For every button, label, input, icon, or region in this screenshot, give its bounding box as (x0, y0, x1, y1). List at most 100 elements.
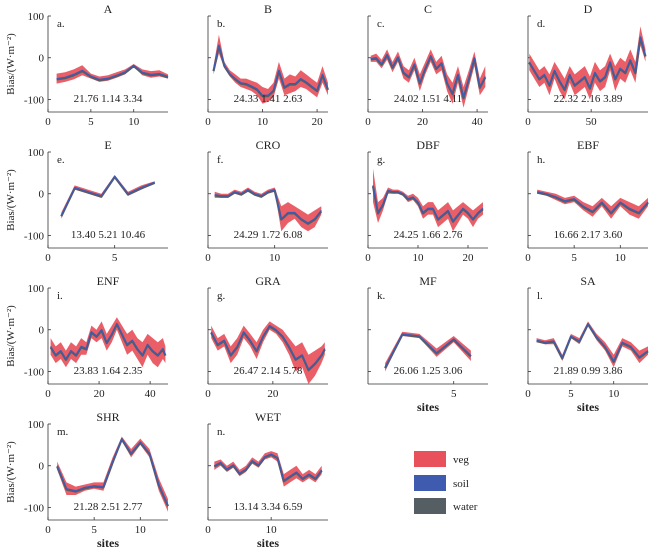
series-water-line (371, 186, 484, 223)
panel-stats: 21.76 1.14 3.34 (74, 93, 143, 105)
panel-stats: 24.33 1.41 2.63 (234, 93, 303, 105)
x-tick-label: 5 (88, 116, 94, 128)
series-soil-line (384, 333, 472, 368)
legend-swatch-water (414, 498, 446, 514)
series-soil-line (528, 36, 647, 90)
series-veg-band (211, 321, 325, 384)
x-tick-label: 10 (608, 388, 620, 400)
series-soil-line (537, 191, 649, 214)
panel-title: E (104, 138, 111, 152)
series-water-line (213, 453, 323, 483)
x-axis-title: sites (417, 400, 439, 414)
legend: veg soil water (414, 451, 478, 514)
x-tick-label: 10 (269, 252, 281, 264)
series-veg-band (214, 187, 322, 232)
x-axis-title: sites (97, 536, 119, 550)
x-tick-label: 0 (45, 116, 51, 128)
x-tick-label: 40 (145, 388, 157, 400)
panel-letter: m. (57, 426, 69, 438)
panel-letter: a. (57, 18, 65, 30)
series-veg-band (56, 64, 168, 84)
panel-letter: b. (217, 18, 226, 30)
panel-stats: 16.66 2.17 3.60 (554, 229, 623, 241)
panel-title: DBF (416, 138, 440, 152)
series-soil-line (372, 185, 484, 222)
y-tick-label: 100 (28, 147, 45, 159)
panel-title: ENF (97, 274, 120, 288)
panel-letter: c. (377, 18, 385, 30)
panel-title: EBF (577, 138, 599, 152)
x-tick-label: 0 (525, 116, 531, 128)
x-tick-label: 5 (568, 388, 574, 400)
panel-wet: 0 10 WET n. 13.14 3.34 6.59 sites (205, 410, 328, 550)
series-veg-band (537, 189, 648, 219)
panel-letter: e. (57, 154, 65, 166)
series-veg-band (213, 34, 328, 104)
panel-stats: 22.32 2.16 3.89 (554, 93, 623, 105)
x-tick-label: 10 (135, 524, 147, 536)
x-tick-label: 20 (463, 252, 475, 264)
y-tick-label: 100 (28, 283, 45, 295)
series-soil-line (60, 175, 155, 216)
panel-title: GRA (255, 274, 281, 288)
series-soil-line (50, 322, 167, 360)
x-tick-label: 0 (205, 524, 211, 536)
panel-title: MF (419, 274, 437, 288)
panel-gra: 0 20 GRA g. 26.47 2.14 5.78 (205, 274, 328, 400)
panel-letter: i. (57, 290, 63, 302)
x-tick-label: 0 (45, 388, 51, 400)
y-tick-label: -100 (24, 230, 45, 242)
panel-ebf: 0 5 10 EBF h. 16.66 2.17 3.60 (525, 138, 649, 264)
panel-sa: 0 5 10 SA l. 21.89 0.99 3.86 sites (525, 274, 649, 414)
panel-stats: 24.02 1.51 4.11 (394, 93, 462, 105)
series-veg-band (373, 168, 483, 232)
legend-swatch-soil (414, 475, 446, 491)
panel-title: WET (255, 410, 282, 424)
panel-letter: h. (537, 154, 546, 166)
x-tick-label: 0 (205, 116, 211, 128)
y-tick-label: 0 (39, 461, 45, 473)
panel-letter: n. (217, 426, 226, 438)
panel-letter: l. (537, 290, 543, 302)
y-tick-label: 0 (39, 189, 45, 201)
x-tick-label: 0 (45, 252, 51, 264)
panel-letter: g. (217, 290, 226, 302)
panel-b: 0 10 20 Bb. 24.33 1.41 2.63 (205, 2, 330, 128)
panel-mf: 5 MF k. 26.06 1.25 3.06 sites (367, 274, 488, 414)
panel-title: A (104, 2, 113, 16)
series-water-line (60, 175, 156, 217)
panel-c: 0 20 40 Cc. 24.02 1.51 4.11 (365, 2, 488, 128)
series-water-line (56, 438, 170, 507)
x-tick-label: 0 (365, 116, 371, 128)
series-soil-line (210, 324, 326, 371)
y-tick-label: -100 (24, 502, 45, 514)
x-tick-label: 0 (525, 252, 531, 264)
series-veg-band (61, 175, 155, 219)
series-soil-line (536, 322, 649, 362)
series-soil-line (214, 188, 322, 224)
panel-stats: 24.25 1.66 2.76 (394, 229, 463, 241)
x-tick-label: 5 (571, 252, 577, 264)
x-tick-label: 40 (472, 116, 484, 128)
panel-letter: d. (537, 18, 546, 30)
y-axis-title: Bias/(W·m⁻²) (5, 169, 17, 231)
series-soil-line (56, 437, 169, 506)
x-tick-label: 10 (413, 252, 425, 264)
y-axis-title: Bias/(W·m⁻²) (5, 441, 17, 503)
x-tick-label: 5 (451, 388, 457, 400)
series-soil-line (213, 453, 323, 481)
x-axis-title: sites (577, 400, 599, 414)
x-tick-label: 0 (205, 252, 211, 264)
x-tick-label: 20 (312, 116, 324, 128)
x-tick-label: 20 (267, 388, 279, 400)
panel-d: 0 50 Dd. 22.32 2.16 3.89 (525, 2, 648, 128)
x-tick-label: 10 (257, 116, 269, 128)
series-water-line (214, 189, 323, 225)
legend-label-water: water (453, 501, 478, 513)
y-tick-label: 0 (39, 325, 45, 337)
